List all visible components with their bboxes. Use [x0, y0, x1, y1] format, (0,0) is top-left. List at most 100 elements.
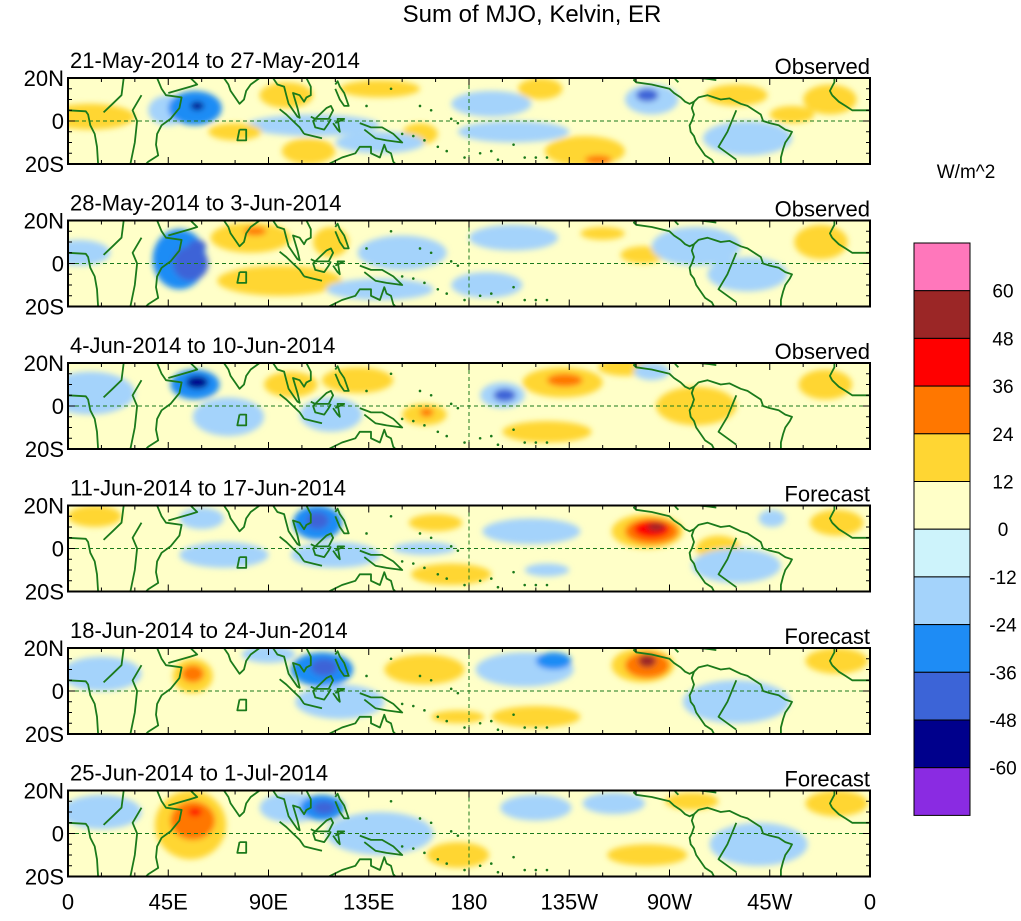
coastline — [332, 260, 346, 276]
colorbar-tick-label: 60 — [992, 282, 1013, 303]
coastline — [102, 78, 125, 114]
y-tick-label: 20S — [25, 865, 64, 890]
island — [545, 156, 549, 159]
coastline — [145, 220, 183, 307]
coastline — [829, 648, 836, 666]
coastline — [633, 505, 793, 592]
coastline — [319, 856, 397, 877]
island — [489, 149, 493, 153]
panel-type: Forecast — [784, 482, 870, 507]
x-tick-label: 0 — [864, 890, 876, 915]
island — [512, 428, 515, 431]
colorbar-segment — [913, 671, 971, 721]
anomaly — [313, 801, 336, 815]
island — [478, 721, 482, 725]
coastline — [359, 692, 404, 714]
coastline — [303, 418, 323, 425]
island — [512, 143, 515, 146]
island — [365, 104, 368, 108]
coastline — [319, 286, 397, 307]
colorbar: W/m^2 60 48 36 24 12 0 -12 -24 -36 -48 -60 — [913, 162, 1017, 816]
coastlines — [68, 363, 870, 449]
coastline — [303, 133, 323, 140]
anomaly-field — [68, 222, 848, 301]
coastline — [68, 821, 99, 877]
island — [418, 817, 422, 820]
island — [429, 821, 433, 825]
island — [545, 441, 549, 444]
coastline — [688, 386, 715, 449]
anomaly — [794, 224, 848, 260]
coastline — [310, 674, 335, 701]
island — [423, 851, 426, 855]
coastlines — [68, 505, 870, 592]
island — [523, 156, 526, 159]
anomaly — [188, 807, 202, 817]
island — [400, 702, 404, 706]
island — [463, 583, 466, 587]
coastline — [102, 648, 125, 684]
anomaly — [665, 792, 719, 810]
panel-type: Observed — [775, 54, 870, 79]
coastline — [669, 78, 680, 83]
panel-period: 25-Jun-2014 to 1-Jul-2014 — [70, 761, 328, 786]
colorbar-segment — [913, 624, 971, 673]
coastline — [717, 394, 738, 446]
coastline — [102, 363, 125, 399]
coastline — [310, 389, 335, 416]
coastline — [633, 220, 793, 307]
colorbar-tick-label: -48 — [989, 711, 1016, 732]
island — [449, 687, 453, 691]
island — [534, 868, 538, 872]
anomaly — [500, 794, 572, 821]
coastline — [831, 522, 870, 539]
coastline — [272, 648, 312, 689]
colorbar-tick-label: -36 — [989, 663, 1016, 684]
coastline — [359, 549, 404, 571]
anomaly — [702, 121, 793, 156]
panel-period: 21-May-2014 to 27-May-2014 — [70, 48, 360, 73]
coastline — [215, 78, 261, 105]
panel-type: Forecast — [784, 767, 870, 792]
anomaly — [179, 542, 269, 568]
coastline — [236, 556, 248, 569]
colorbar-segment — [913, 528, 971, 578]
coastline — [215, 790, 261, 818]
anomaly — [491, 706, 581, 728]
y-tick-label: 0 — [52, 822, 64, 847]
island — [389, 514, 393, 518]
coastline — [332, 118, 346, 133]
coastline — [688, 243, 715, 307]
island — [463, 868, 466, 872]
anomaly — [451, 90, 532, 117]
island — [512, 855, 515, 859]
anomaly — [170, 801, 216, 840]
island — [463, 726, 466, 729]
colorbar-unit: W/m^2 — [937, 162, 996, 183]
island — [365, 247, 368, 250]
y-tick-label: 20N — [24, 351, 64, 376]
coastline — [102, 220, 125, 256]
panel: 25-Jun-2014 to 1-Jul-2014 Forecast 20N 0 20S — [24, 761, 871, 890]
coastline — [717, 822, 738, 873]
colorbar-segment — [913, 576, 971, 626]
coastline — [319, 571, 397, 592]
coastline — [168, 505, 199, 522]
anomaly — [188, 239, 207, 253]
island — [400, 132, 404, 136]
coastline — [68, 109, 99, 164]
colorbar-segment — [913, 719, 971, 769]
coastline — [236, 271, 248, 284]
anomaly — [264, 371, 318, 398]
island — [400, 560, 404, 563]
y-tick-label: 20S — [25, 722, 64, 747]
panel: 21-May-2014 to 27-May-2014 Observed 20N 0 20… — [24, 48, 871, 177]
coastline — [359, 834, 404, 856]
island — [534, 156, 538, 159]
coastline — [696, 78, 717, 81]
coastline — [696, 220, 717, 224]
anomaly — [192, 397, 265, 437]
island — [400, 275, 404, 278]
coastline — [145, 505, 183, 592]
coastline — [145, 790, 183, 877]
